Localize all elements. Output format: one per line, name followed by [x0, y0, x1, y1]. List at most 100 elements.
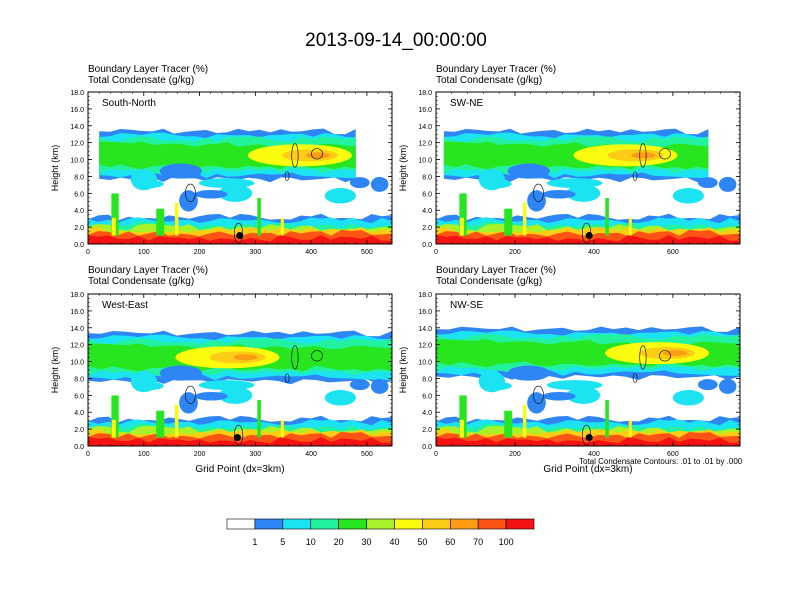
convective-plume: [174, 404, 179, 438]
condensate-contour: [533, 183, 544, 203]
colorbar-label: 40: [389, 537, 399, 547]
convective-plume: [522, 202, 527, 236]
boundary-layer-band: [436, 234, 740, 244]
y-tick-label: 4.0: [422, 410, 432, 417]
convective-plume: [280, 420, 284, 438]
cloud-blob: [324, 187, 356, 204]
condensate-contour: [185, 385, 196, 405]
y-tick-label: 0.0: [74, 444, 84, 451]
condensate-contour: [233, 424, 244, 446]
condensate-label: Total Condensate (g/kg): [436, 276, 543, 287]
convective-plume: [280, 218, 284, 236]
y-tick-label: 2.0: [74, 225, 84, 232]
colorbar-swatch: [366, 518, 395, 530]
cloud-blob: [697, 379, 718, 391]
cloud-blob: [130, 168, 158, 191]
cloud-blob: [546, 178, 603, 189]
x-tick-label: 0: [86, 451, 90, 458]
cloud-blob: [697, 177, 718, 189]
colorbar-swatch: [505, 518, 535, 530]
cloud-blob: [218, 184, 253, 202]
cloud-blob: [324, 389, 356, 406]
colorbar-swatch: [282, 518, 312, 530]
x-axis-label: Grid Point (dx=3km): [195, 464, 284, 475]
page-title: 2013-09-14_00:00:00: [305, 30, 487, 51]
condensate-contour: [659, 350, 671, 362]
panel-label-south-north: Boundary Layer Tracer (%) Total Condensa…: [88, 64, 208, 86]
x-tick-label: 0: [434, 249, 438, 256]
y-tick-label: 4.0: [74, 410, 84, 417]
y-tick-label: 0.0: [422, 444, 432, 451]
condensate-contour: [632, 373, 638, 383]
y-tick-label: 12.0: [70, 343, 84, 350]
colorbar-label: 20: [334, 537, 344, 547]
colorbar-label: 60: [445, 537, 455, 547]
y-tick-label: 12.0: [418, 343, 432, 350]
y-axis-label: Height (km): [398, 347, 408, 394]
convective-plume: [156, 208, 165, 236]
cloud-blob: [672, 187, 704, 204]
boundary-layer-band: [88, 234, 392, 244]
cloud-blob: [194, 189, 228, 199]
y-tick-label: 16.0: [70, 309, 84, 316]
y-tick-label: 14.0: [70, 326, 84, 333]
field-layer: [88, 294, 392, 446]
x-tick-label: 600: [667, 249, 679, 256]
convective-plume: [459, 395, 467, 438]
convective-plume: [111, 217, 116, 236]
cross-section-plot-sw-ne: SW-NE 0.0 2.0 4.0 6.0 8.0 10.0 12.0 14.0 16.0 18.0…: [398, 90, 741, 256]
y-tick-label: 18.0: [70, 292, 84, 299]
convective-plume: [111, 419, 116, 438]
colorbar: 1 5 10 20 30 40 50 60 70 100: [226, 518, 535, 547]
convective-plume: [605, 400, 609, 438]
panel-name: SW-NE: [450, 98, 483, 109]
x-tick-label: 500: [361, 249, 373, 256]
y-tick-label: 8.0: [74, 376, 84, 383]
condensate-contour: [291, 143, 299, 168]
cross-section-plot-west-east: West-East 0.0 2.0 4.0 6.0 8.0 10.0 12.0 14.0 16.0…: [50, 292, 393, 475]
cloud-blob: [478, 168, 506, 191]
colorbar-label: 70: [473, 537, 483, 547]
convective-plume: [522, 404, 527, 438]
cloud-blob: [566, 386, 601, 404]
tracer-label: Boundary Layer Tracer (%): [88, 265, 209, 276]
x-tick-label: 200: [509, 451, 521, 458]
panel-label-nw-se: Boundary Layer Tracer (%) Total Condensa…: [436, 265, 556, 287]
panel-name: South-North: [102, 98, 156, 109]
x-tick-label: 500: [361, 451, 373, 458]
cloud-blob: [194, 391, 228, 401]
condensate-contour: [311, 350, 323, 362]
colorbar-swatch: [422, 518, 451, 530]
colorbar-swatch: [394, 518, 423, 530]
convective-plume: [111, 395, 119, 438]
colorbar-label: 100: [499, 537, 514, 547]
cloud-blob: [718, 378, 737, 394]
colorbar-swatch: [310, 518, 339, 530]
x-tick-label: 200: [194, 249, 206, 256]
cloud-blob: [198, 178, 255, 189]
y-tick-label: 0.0: [422, 242, 432, 249]
colorbar-label: 5: [280, 537, 285, 547]
x-tick-label: 100: [138, 451, 150, 458]
anvil-core: [631, 152, 656, 159]
y-tick-label: 12.0: [70, 141, 84, 148]
condensate-label: Total Condensate (g/kg): [88, 276, 195, 287]
x-tick-label: 400: [305, 451, 317, 458]
x-tick-label: 300: [249, 249, 261, 256]
convective-plume: [628, 218, 632, 236]
boundary-layer-band: [436, 436, 740, 446]
cloud-blob: [542, 189, 576, 199]
cloud-blob: [507, 163, 551, 179]
convective-plume: [174, 202, 179, 236]
y-tick-label: 8.0: [422, 174, 432, 181]
colorbar-swatch: [477, 518, 507, 530]
anvil-core: [663, 350, 688, 357]
convective-plume: [257, 198, 261, 236]
location-marker: [233, 434, 241, 442]
field-layer: [88, 92, 392, 244]
condensate-contour: [639, 143, 647, 168]
y-tick-label: 16.0: [70, 107, 84, 114]
y-tick-label: 6.0: [422, 191, 432, 198]
cloud-blob: [478, 370, 506, 393]
condensate-label: Total Condensate (g/kg): [436, 75, 543, 86]
